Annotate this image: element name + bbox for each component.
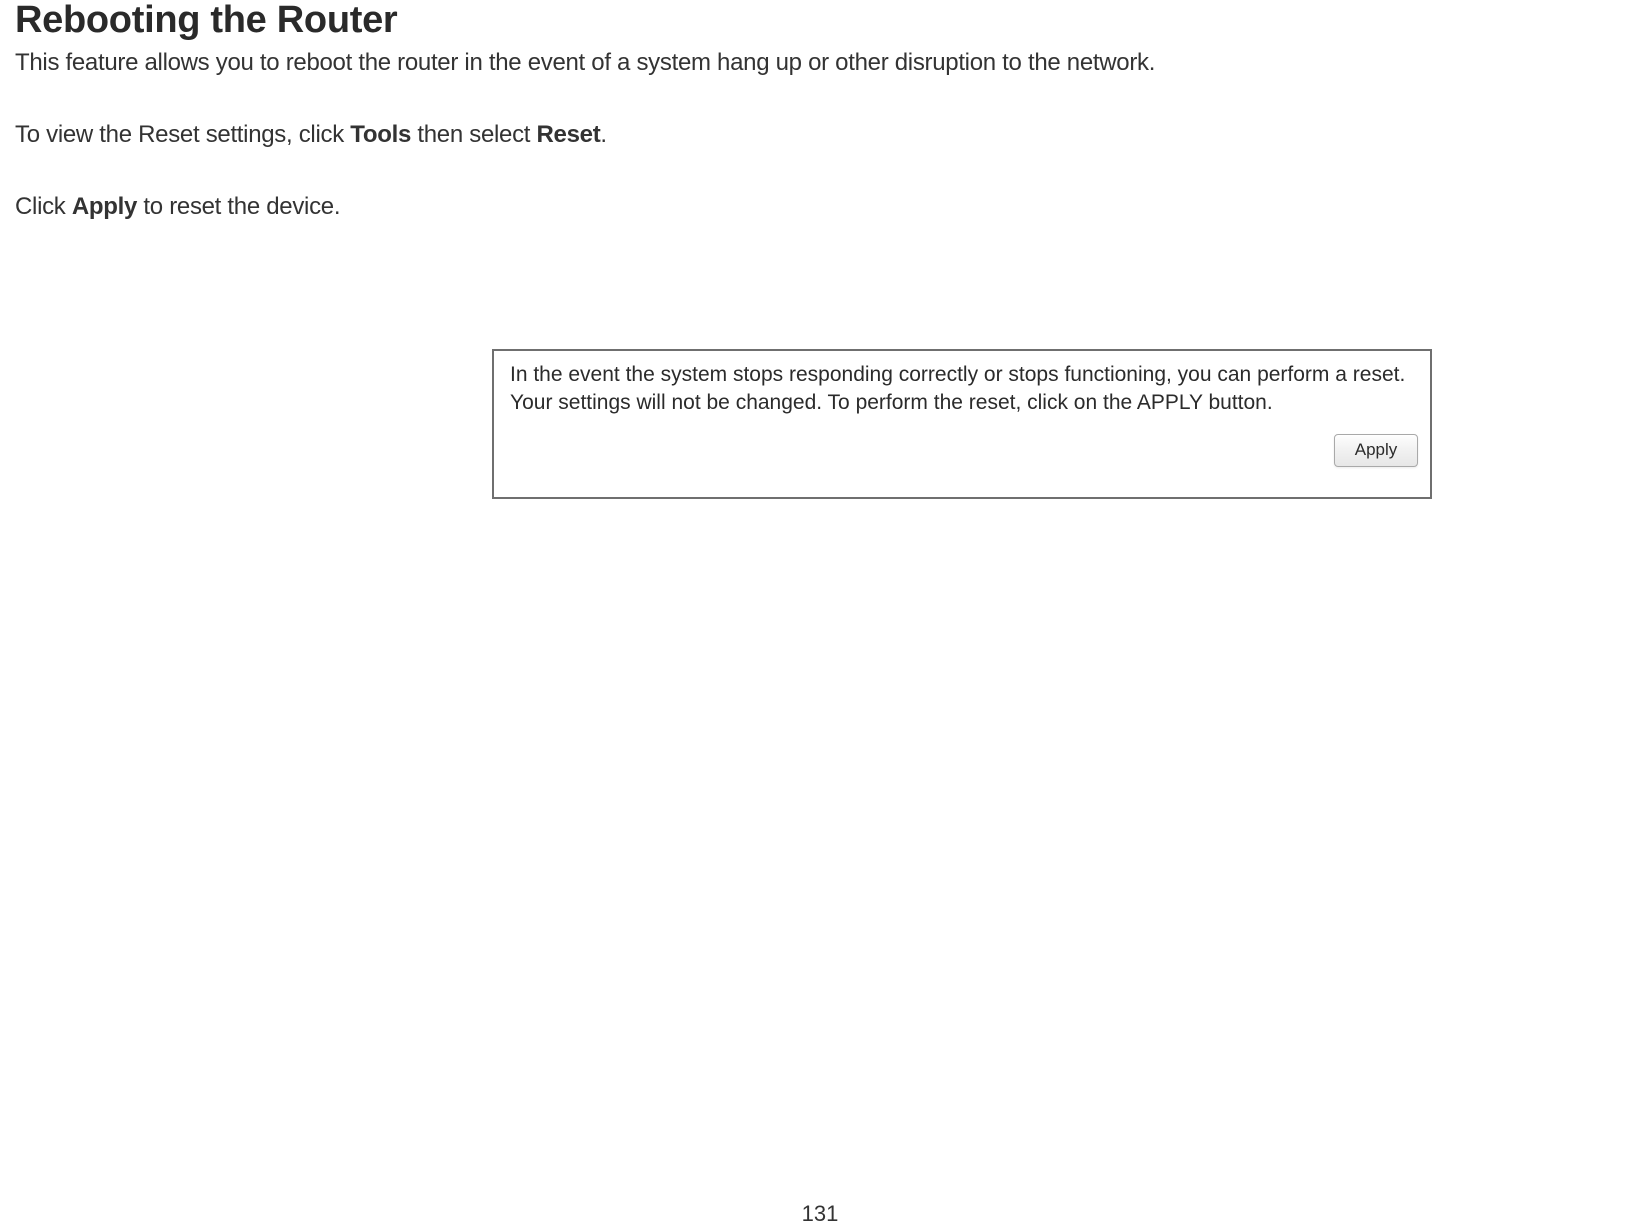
apply-button[interactable]: Apply	[1334, 434, 1418, 467]
instruction-mid: then select	[411, 121, 537, 148]
apply-prefix: Click	[15, 193, 72, 220]
instruction-tools: Tools	[350, 121, 411, 148]
instruction-prefix: To view the Reset settings, click	[15, 121, 350, 148]
reset-panel: In the event the system stops responding…	[492, 349, 1432, 499]
instruction-line: To view the Reset settings, click Tools …	[15, 120, 1620, 150]
page-title: Rebooting the Router	[15, 0, 1620, 42]
reset-panel-text: In the event the system stops responding…	[510, 361, 1418, 418]
instruction-reset: Reset	[537, 121, 601, 148]
page-subtitle: This feature allows you to reboot the ro…	[15, 48, 1620, 78]
reset-panel-button-row: Apply	[510, 434, 1418, 467]
instruction-suffix: .	[600, 121, 606, 148]
apply-suffix: to reset the device.	[137, 193, 340, 220]
apply-bold: Apply	[72, 193, 137, 220]
page-number: 131	[0, 1201, 1640, 1227]
apply-line: Click Apply to reset the device.	[15, 192, 1620, 222]
